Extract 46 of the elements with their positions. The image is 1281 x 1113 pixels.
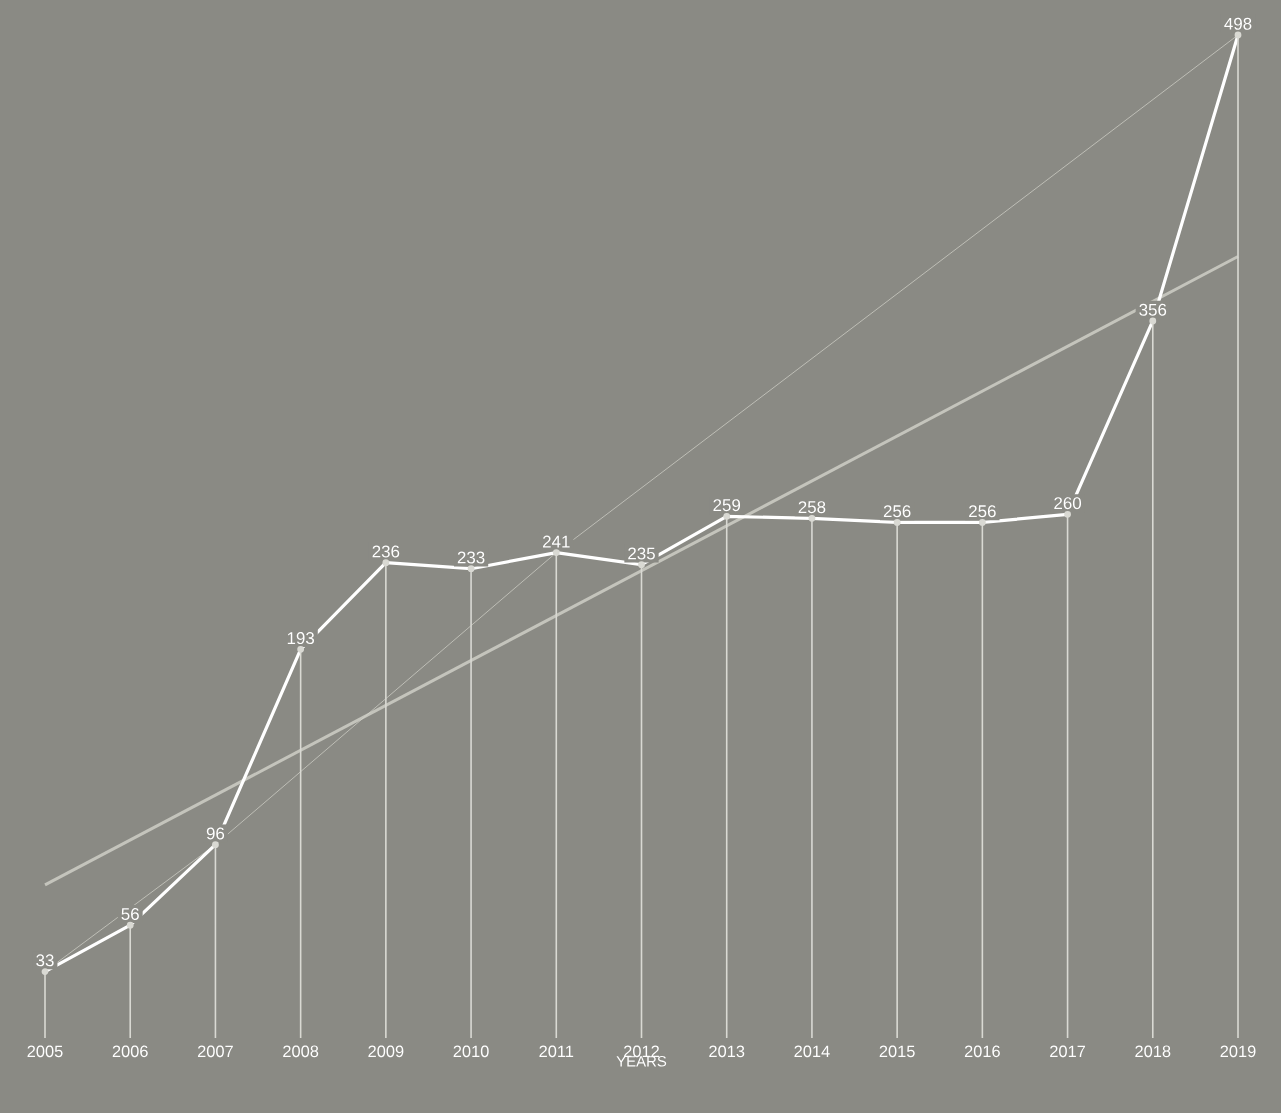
data-label: 241 — [543, 535, 570, 548]
x-tick-label: 2017 — [1050, 1045, 1086, 1058]
x-tick-label: 2005 — [27, 1045, 63, 1058]
point — [41, 968, 49, 975]
point — [808, 514, 816, 522]
x-tick-label: 2012 — [624, 1045, 659, 1058]
x-tick-label: 2008 — [283, 1045, 319, 1058]
x-tick-label: 2006 — [112, 1045, 148, 1058]
data-label: 258 — [798, 501, 826, 514]
x-tick-label: 2015 — [879, 1045, 915, 1058]
point — [1064, 510, 1071, 518]
data-label: 259 — [713, 499, 741, 512]
x-axis-title: YEARS — [616, 1056, 667, 1067]
data-label: 235 — [628, 547, 655, 560]
x-tick-label: 2009 — [368, 1045, 404, 1058]
point — [467, 565, 475, 573]
data-label: 96 — [206, 827, 225, 840]
x-tick-label: 2019 — [1220, 1045, 1256, 1058]
point — [978, 518, 986, 526]
x-tick-label: 2018 — [1135, 1045, 1171, 1058]
x-tick-label: 2014 — [794, 1045, 830, 1058]
point — [893, 518, 901, 526]
data-label: 256 — [969, 505, 996, 518]
data-label: 256 — [883, 505, 911, 518]
data-label: 233 — [457, 551, 485, 564]
data-label: 56 — [121, 908, 139, 921]
data-label: 33 — [36, 954, 54, 967]
point — [212, 841, 219, 849]
point — [297, 645, 305, 653]
data-label: 498 — [1224, 17, 1252, 30]
point — [126, 921, 134, 929]
point — [638, 561, 645, 569]
data-label: 260 — [1054, 497, 1082, 510]
point — [1149, 317, 1157, 325]
point — [1234, 31, 1242, 39]
point — [723, 512, 731, 520]
data-label: 356 — [1139, 303, 1167, 316]
point — [552, 549, 560, 556]
data-label: 236 — [372, 545, 400, 558]
x-tick-label: 2010 — [453, 1045, 489, 1058]
point — [382, 559, 390, 567]
x-tick-label: 2013 — [709, 1045, 745, 1058]
x-tick-label: 2016 — [964, 1045, 1000, 1058]
x-tick-label: 2011 — [539, 1045, 574, 1058]
x-tick-label: 2007 — [197, 1045, 233, 1058]
data-label: 193 — [287, 632, 315, 645]
